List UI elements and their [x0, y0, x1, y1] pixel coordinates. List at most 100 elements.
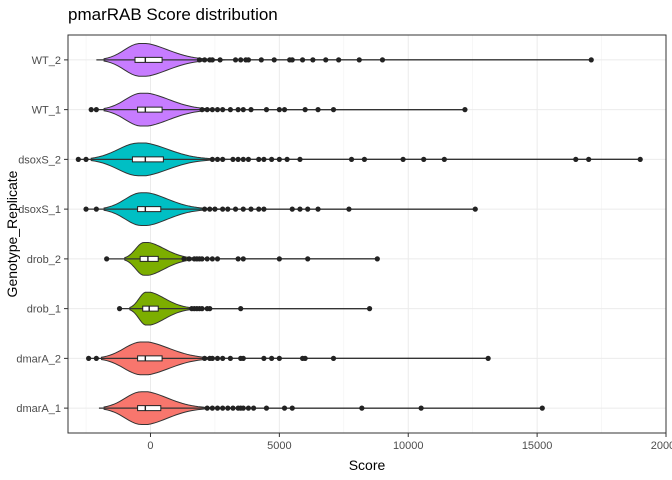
outlier-point — [220, 206, 226, 212]
outlier-point — [421, 156, 427, 162]
plot-border — [67, 34, 667, 434]
outlier-point — [297, 206, 303, 212]
outlier-point — [207, 306, 213, 312]
box-iqr — [137, 206, 162, 213]
outlier-point — [214, 156, 221, 162]
violin-group — [75, 142, 643, 177]
outlier-point — [199, 256, 205, 262]
outlier-point — [240, 355, 246, 361]
outlier-point — [181, 256, 187, 262]
outlier-point — [235, 156, 241, 162]
outlier-point — [248, 107, 254, 113]
outlier-point — [209, 156, 215, 162]
outlier-point — [238, 306, 244, 312]
outlier-point — [269, 355, 275, 361]
outlier-point — [281, 405, 288, 411]
outlier-point — [220, 107, 226, 113]
outlier-point — [235, 256, 241, 262]
outlier-point — [104, 256, 110, 262]
chart-title: pmarRAB Score distribution — [68, 5, 278, 24]
outlier-point — [441, 156, 447, 162]
outlier-point — [93, 107, 99, 113]
outlier-point — [196, 57, 203, 63]
outlier-point — [256, 156, 262, 162]
outlier-point — [88, 107, 94, 113]
outlier-point — [256, 206, 262, 212]
outlier-point — [330, 107, 337, 113]
outlier-point — [240, 256, 246, 262]
x-tick-label: 0 — [147, 440, 153, 452]
outlier-point — [323, 57, 329, 63]
violin-group — [98, 391, 545, 426]
violin-group — [88, 92, 468, 127]
outlier-point — [240, 405, 246, 411]
outlier-point — [263, 405, 270, 411]
outlier-point — [284, 156, 290, 162]
outlier-point — [209, 256, 215, 262]
y-tick-label: dmarA_2 — [16, 353, 61, 365]
y-tick-label: drob_1 — [27, 304, 61, 316]
outlier-point — [248, 206, 254, 212]
violin-group — [96, 42, 594, 77]
outlier-point — [271, 57, 277, 63]
outlier-point — [281, 107, 288, 113]
outlier-point — [214, 405, 221, 411]
box-iqr — [137, 405, 162, 412]
outlier-point — [230, 405, 236, 411]
outlier-point — [83, 156, 89, 162]
outlier-point — [245, 57, 252, 63]
outlier-point — [573, 156, 579, 162]
outlier-point — [330, 355, 337, 361]
outlier-point — [586, 156, 592, 162]
box-iqr — [131, 156, 164, 163]
outlier-point — [263, 107, 270, 113]
outlier-point — [186, 256, 192, 262]
outlier-point — [93, 206, 99, 212]
outlier-point — [637, 156, 643, 162]
violin-group — [116, 291, 373, 326]
outlier-point — [225, 206, 231, 212]
outlier-point — [116, 306, 123, 312]
outlier-point — [212, 206, 218, 212]
outlier-point — [230, 156, 236, 162]
outlier-point — [418, 405, 424, 411]
y-tick-label: dmarA_1 — [16, 403, 61, 415]
x-tick-label: 15000 — [522, 440, 553, 452]
outlier-point — [336, 57, 342, 63]
outlier-point — [361, 156, 368, 162]
outlier-point — [245, 405, 252, 411]
violin-group — [83, 192, 478, 227]
outlier-point — [204, 107, 210, 113]
outlier-point — [214, 107, 221, 113]
x-tick-label: 10000 — [393, 440, 424, 452]
outlier-point — [240, 206, 246, 212]
outlier-point — [302, 355, 308, 361]
outlier-point — [214, 256, 221, 262]
outlier-point — [235, 107, 241, 113]
y-tick-label: drob_2 — [27, 254, 61, 266]
y-axis-title: Genotype_Replicate — [4, 170, 20, 297]
outlier-point — [276, 355, 282, 361]
outlier-point — [209, 57, 215, 63]
outlier-point — [485, 355, 491, 361]
box-iqr — [137, 106, 163, 113]
outlier-point — [202, 355, 208, 361]
box-iqr — [134, 56, 163, 63]
x-axis-title: Score — [349, 457, 386, 473]
outlier-point — [240, 156, 246, 162]
outlier-point — [227, 107, 233, 113]
outlier-point — [199, 107, 205, 113]
outlier-point — [214, 355, 221, 361]
outlier-point — [366, 306, 373, 312]
outlier-point — [238, 57, 244, 63]
plot-panel — [68, 35, 666, 433]
outlier-point — [209, 107, 215, 113]
box-iqr — [137, 355, 163, 362]
outlier-point — [276, 256, 282, 262]
outlier-point — [202, 206, 208, 212]
outlier-point — [202, 57, 208, 63]
box-iqr — [139, 255, 159, 262]
outlier-point — [220, 405, 226, 411]
outlier-point — [261, 355, 267, 361]
outlier-point — [305, 256, 311, 262]
